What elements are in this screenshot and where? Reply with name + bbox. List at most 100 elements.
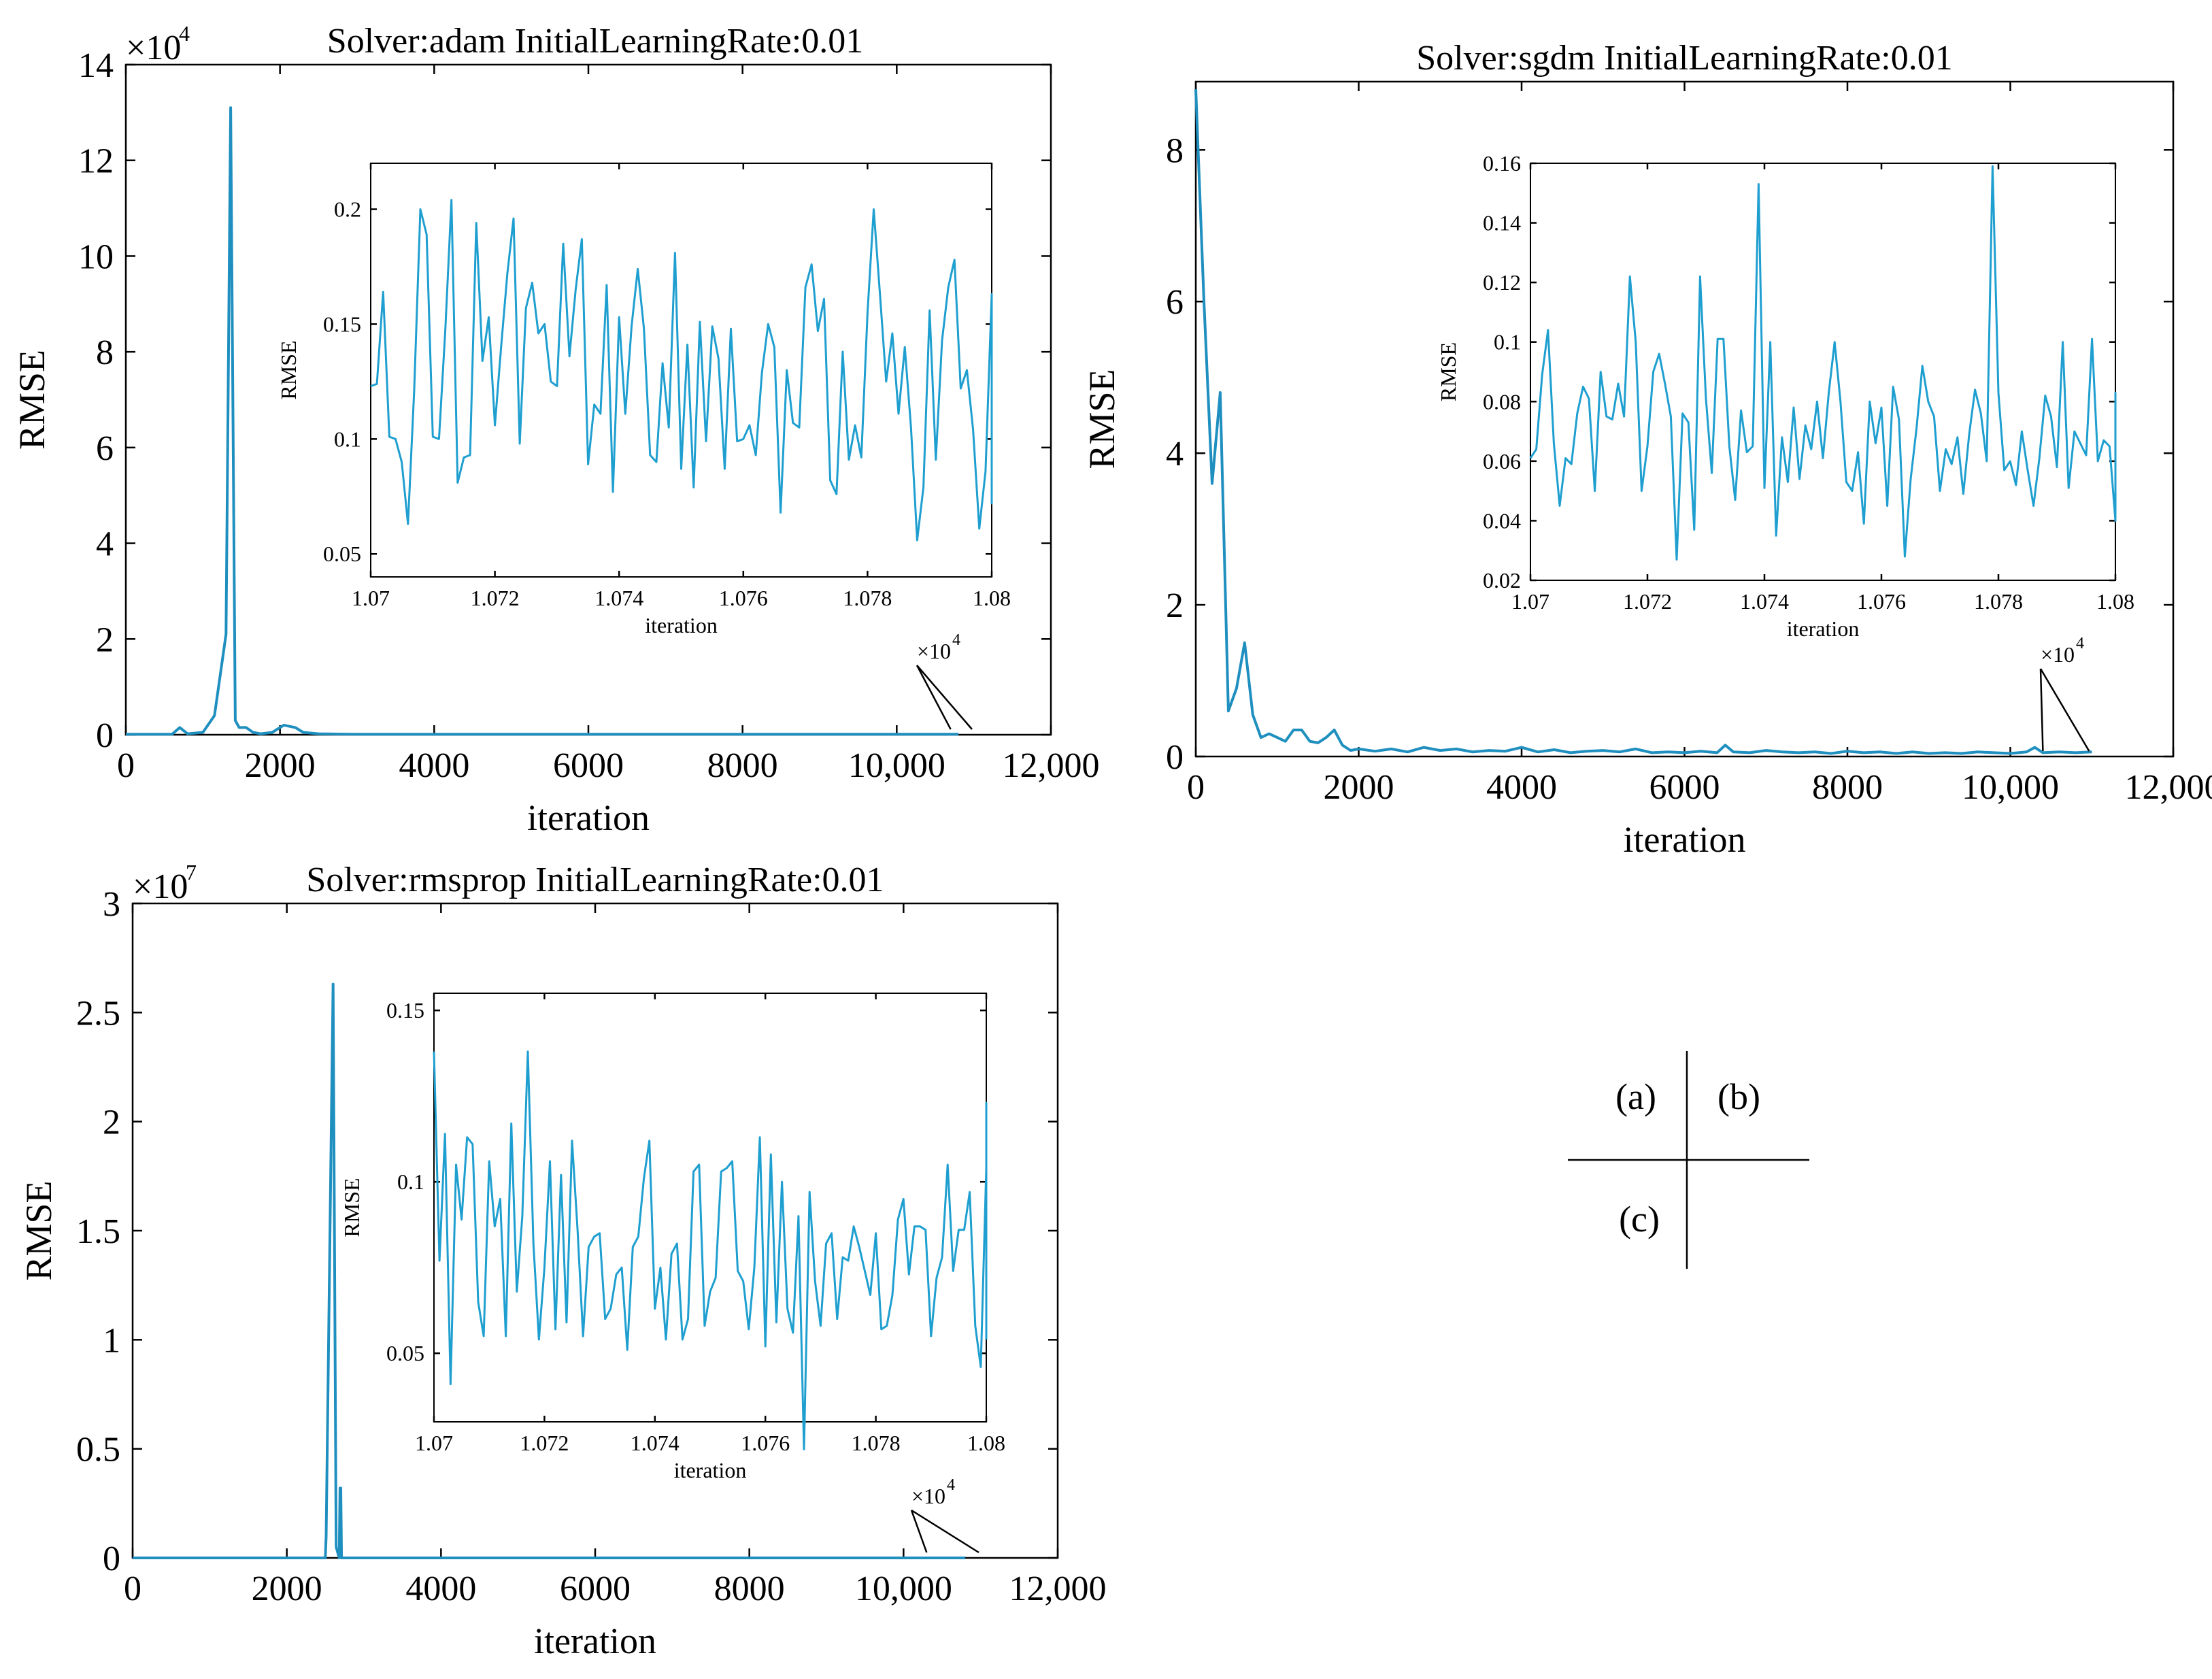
panel-key: (a) (b) (c)	[1568, 1051, 1809, 1269]
inset-x-axis-label: iteration	[1787, 616, 1860, 641]
y-axis-label: RMSE	[12, 350, 52, 450]
inset-x-exponent-base: ×10	[911, 1484, 945, 1508]
inset-x-tick-label: 1.07	[415, 1431, 453, 1455]
inset-y-tick-label: 0.15	[386, 998, 424, 1023]
x-tick-label: 2000	[245, 746, 316, 785]
panel-a-adam: 0 2000 4000 6000 8000 10,000 12,000 0 2 4 6 8 10 12 14…	[12, 21, 1100, 838]
inset-y-tick-label: 0.1	[397, 1169, 424, 1194]
y-tick-label: 2	[103, 1103, 120, 1142]
zoom-connector-line	[910, 1510, 928, 1553]
y-tick-label: 10	[78, 237, 114, 276]
x-tick-label: 10,000	[1962, 768, 2059, 807]
x-tick-label: 0	[1187, 768, 1205, 807]
inset-x-tick-label: 1.072	[1623, 589, 1672, 614]
inset-y-tick-label: 0.14	[1483, 211, 1521, 235]
chart-title: Solver:adam InitialLearningRate:0.01	[327, 22, 863, 61]
y-exponent-base: ×10	[133, 867, 188, 906]
series-line	[126, 106, 958, 736]
panel-b-sgdm: 0 2000 4000 6000 8000 10,000 12,000 0 2 4 6 8 iterat…	[1082, 39, 2212, 860]
inset-y-axis-label: RMSE	[276, 340, 301, 399]
y-exponent-base: ×10	[126, 29, 181, 67]
x-tick-label: 4000	[1486, 768, 1557, 807]
x-tick-label: 0	[124, 1569, 141, 1608]
x-tick-label: 6000	[553, 746, 624, 785]
zoom-connector-line	[916, 665, 952, 730]
inset-x-exponent-base: ×10	[917, 639, 951, 663]
y-tick-label: 0	[103, 1540, 120, 1578]
y-axis-label: RMSE	[18, 1180, 59, 1280]
inset-x-tick-label: 1.078	[852, 1431, 901, 1455]
inset-x-tick-label: 1.076	[719, 586, 768, 610]
y-exponent-power: 4	[179, 21, 190, 46]
inset-frame	[370, 163, 992, 578]
y-tick-label: 6	[1166, 283, 1184, 322]
panel-key-label-c: (c)	[1619, 1199, 1660, 1240]
inset-x-tick-label: 1.072	[520, 1431, 569, 1455]
inset-y-tick-label: 0.1	[334, 427, 361, 451]
y-tick-label: 8	[1166, 131, 1184, 170]
x-tick-label: 12,000	[1003, 746, 1100, 785]
inset-y-axis-label: RMSE	[1436, 342, 1460, 401]
inset-y-tick-label: 0.16	[1483, 151, 1521, 176]
inset-series-line	[433, 1050, 988, 1450]
inset-y-tick-label: 0.02	[1483, 568, 1521, 593]
y-tick-label: 0	[1166, 738, 1184, 777]
inset-y-tick-label: 0.2	[334, 197, 361, 222]
inset-x-tick-label: 1.076	[1857, 589, 1906, 614]
inset-x-tick-label: 1.072	[471, 586, 520, 610]
y-tick-label: 2.5	[76, 994, 120, 1033]
panel-key-label-a: (a)	[1615, 1076, 1656, 1117]
inset-y-axis-label: RMSE	[339, 1178, 364, 1237]
chart-title: Solver:rmsprop InitialLearningRate:0.01	[306, 861, 884, 899]
series-line	[1194, 89, 2092, 755]
x-tick-label: 10,000	[848, 746, 945, 785]
inset-y-tick-label: 0.12	[1483, 270, 1521, 295]
y-tick-label: 2	[1166, 586, 1184, 625]
panel-key-label-b: (b)	[1717, 1076, 1760, 1117]
inset-y-tick-label: 0.06	[1483, 449, 1521, 473]
zoom-connector-line	[2039, 668, 2090, 752]
inset-x-tick-label: 1.08	[2096, 589, 2134, 614]
y-tick-label: 12	[78, 142, 114, 181]
inset-y-tick-label: 0.05	[386, 1341, 424, 1365]
x-tick-label: 4000	[405, 1569, 476, 1608]
x-tick-label: 12,000	[1009, 1569, 1107, 1608]
zoom-connector-line	[2039, 668, 2044, 752]
inset-frame	[433, 993, 987, 1423]
inset-x-axis-label: iteration	[674, 1458, 747, 1482]
inset-x-tick-label: 1.08	[967, 1431, 1005, 1455]
inset-x-tick-label: 1.07	[1511, 589, 1549, 614]
y-tick-label: 2	[96, 620, 114, 659]
inset-y-tick-label: 0.1	[1494, 330, 1521, 354]
x-tick-label: 6000	[560, 1569, 631, 1608]
inset-frame	[1530, 163, 2116, 581]
x-tick-label: 8000	[714, 1569, 785, 1608]
inset-x-tick-label: 1.08	[973, 586, 1011, 610]
inset-x-exponent-power: 4	[952, 631, 960, 649]
inset-x-exponent-power: 4	[2076, 635, 2084, 652]
y-tick-label: 1	[103, 1321, 120, 1360]
x-tick-label: 8000	[707, 746, 778, 785]
x-axis-label: iteration	[534, 1620, 656, 1661]
x-tick-label: 2000	[1324, 768, 1394, 807]
x-tick-label: 6000	[1649, 768, 1720, 807]
x-tick-label: 4000	[399, 746, 469, 785]
y-exponent-power: 7	[186, 860, 197, 884]
inset-y-tick-label: 0.08	[1483, 389, 1521, 414]
y-tick-label: 4	[96, 525, 114, 564]
inset-x-tick-label: 1.074	[1740, 589, 1789, 614]
x-axis-label: iteration	[527, 797, 650, 838]
zoom-connector-line	[911, 1509, 979, 1554]
x-axis-label: iteration	[1624, 819, 1746, 860]
y-axis-label: RMSE	[1082, 369, 1122, 469]
inset-x-tick-label: 1.078	[843, 586, 892, 610]
x-tick-label: 10,000	[855, 1569, 952, 1608]
series-line	[133, 982, 965, 1559]
inset-x-exponent-power: 4	[947, 1476, 955, 1494]
y-tick-label: 8	[96, 333, 114, 372]
inset-series-line	[370, 199, 993, 542]
x-tick-label: 12,000	[2125, 768, 2212, 807]
x-tick-label: 8000	[1812, 768, 1883, 807]
x-tick-label: 0	[117, 746, 135, 785]
